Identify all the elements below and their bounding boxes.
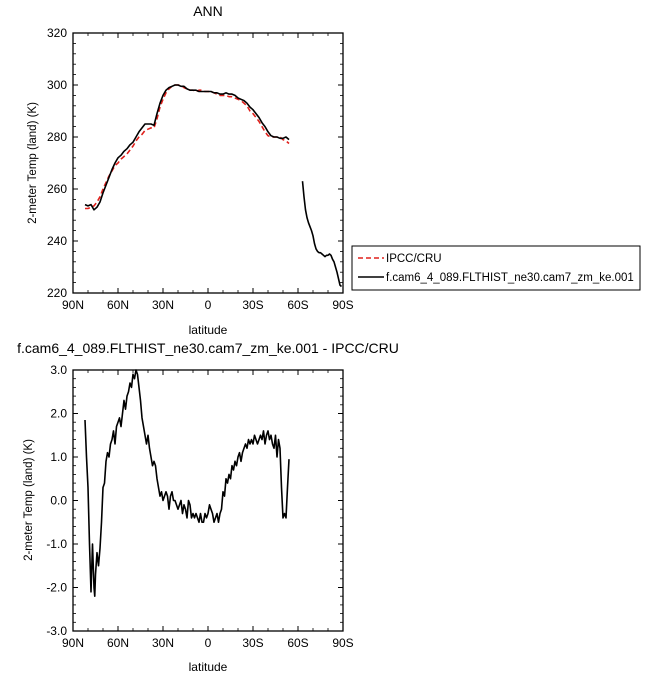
panel1-xtick-label: 90S <box>332 298 353 312</box>
panel2-ytick-label: 2.0 <box>50 407 67 421</box>
legend-box <box>351 245 641 291</box>
panel1-ticks: 90N 60N 30N 0 30S 60S 90S 220 240 260 280 300 320 <box>47 26 354 312</box>
panel2-series <box>84 369 290 597</box>
panel1-xtick-label: 60S <box>287 298 308 312</box>
panel-difference: f.cam6_4_089.FLTHIST_ne30.cam7_zm_ke.001… <box>17 340 399 674</box>
panel1-xtick-label: 0 <box>205 298 212 312</box>
panel-climatology: ANN 90N 60N 30N 0 30S 60S 90S 220 240 260 280 300 32… <box>27 3 641 337</box>
panel2-ylabel: 2-meter Temp (land) (K) <box>23 439 35 561</box>
panel1-ytick-label: 260 <box>47 182 67 196</box>
panel2-xtick-label: 60N <box>107 636 129 650</box>
panel1-series <box>84 84 343 288</box>
panel1-plot-frame <box>72 32 344 294</box>
panel2-ytick-label: 1.0 <box>50 450 67 464</box>
panel2-xtick-label: 30S <box>242 636 263 650</box>
panel2-xtick-label: 0 <box>205 636 212 650</box>
panel1-series-ipcc-cru-line <box>85 84 290 210</box>
panel1-xtick-label: 30S <box>242 298 263 312</box>
panel2-series-difference-line <box>84 369 290 597</box>
panel2-ytick-label: 0.0 <box>50 494 67 508</box>
panel1-xlabel: latitude <box>189 323 228 337</box>
legend: IPCC/CRU f.cam6_4_089.FLTHIST_ne30.cam7_… <box>351 245 641 291</box>
panel1-ytick-label: 300 <box>47 78 67 92</box>
panel2-ytick-label: 3.0 <box>50 363 67 377</box>
panel1-xtick-label: 90N <box>62 298 84 312</box>
panel2-xtick-label: 90S <box>332 636 353 650</box>
panel1-xtick-label: 30N <box>152 298 174 312</box>
panel2-xtick-label: 60S <box>287 636 308 650</box>
panel1-ylabel: 2-meter Temp (land) (K) <box>27 102 39 224</box>
panel1-ytick-label: 240 <box>47 234 67 248</box>
legend-label-model: f.cam6_4_089.FLTHIST_ne30.cam7_zm_ke.001 <box>386 272 634 284</box>
panel1-ytick-label: 320 <box>47 26 67 40</box>
panel2-xlabel: latitude <box>189 660 228 674</box>
panel1-xtick-label: 60N <box>107 298 129 312</box>
legend-label-ipcc-cru: IPCC/CRU <box>386 253 442 265</box>
panel1-ytick-label: 220 <box>47 286 67 300</box>
panel1-title: ANN <box>193 3 223 19</box>
panel2-ytick-label: -1.0 <box>46 537 67 551</box>
panel1-series-f-cam6-4-089-flthist-ne30-cam7-zm-ke-001-line <box>84 84 343 288</box>
panel2-ytick-label: -3.0 <box>46 624 67 638</box>
panel2-title: f.cam6_4_089.FLTHIST_ne30.cam7_zm_ke.001… <box>17 340 399 356</box>
panel2-ytick-label: -2.0 <box>46 581 67 595</box>
panel2-xtick-label: 90N <box>62 636 84 650</box>
panel1-ytick-label: 280 <box>47 130 67 144</box>
panel2-ticks: 90N 60N 30N 0 30S 60S 90S -3.0 -2.0 -1.0 0.0 1.0 2.0… <box>46 363 353 650</box>
panel2-plot-frame <box>72 369 344 632</box>
panel2-xtick-label: 30N <box>152 636 174 650</box>
